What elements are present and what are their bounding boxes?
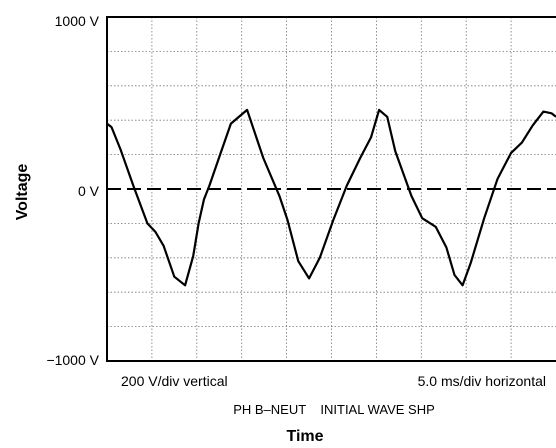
vertical-scale-note: 200 V/div vertical <box>121 373 228 389</box>
horizontal-scale-note: 5.0 ms/div horizontal <box>418 373 546 389</box>
annotation-text: PH B–NEUT INITIAL WAVE SHP <box>233 402 435 417</box>
plot-frame <box>106 16 556 362</box>
series-line <box>106 108 556 287</box>
grid-lines <box>107 17 556 361</box>
y-tick-label-top: 1000 V <box>55 13 100 29</box>
x-axis-label: Time <box>286 428 323 445</box>
y-tick-label-zero: 0 V <box>78 183 100 199</box>
y-tick-label-bottom: −1000 V <box>46 352 99 368</box>
y-axis-label: Voltage <box>14 164 31 221</box>
